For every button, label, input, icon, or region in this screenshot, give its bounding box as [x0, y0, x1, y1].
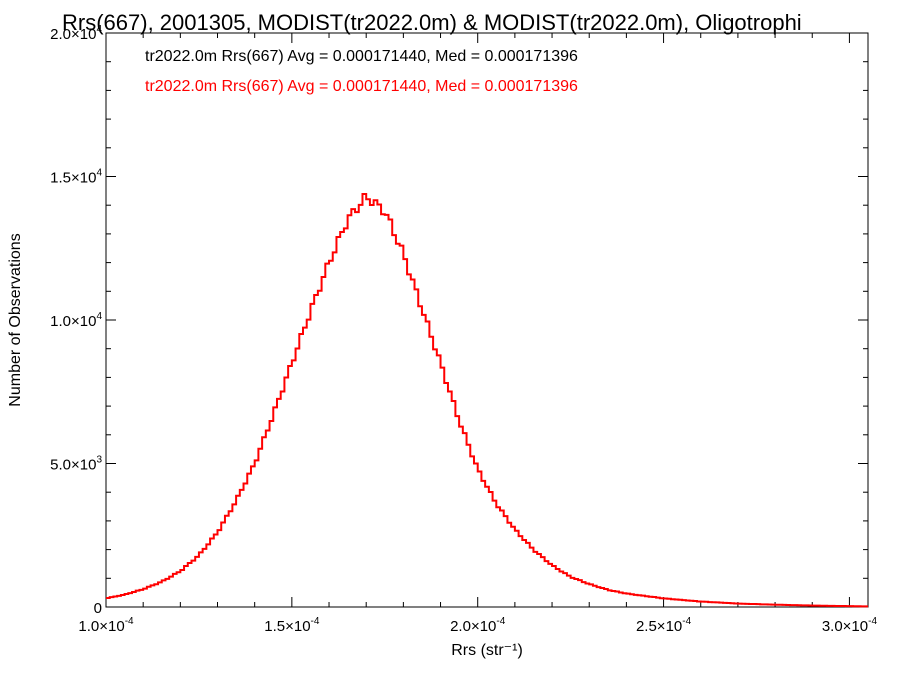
- y-tick-label: 1.0×104: [50, 311, 102, 330]
- x-axis-label: Rrs (str⁻¹): [451, 642, 523, 659]
- plot-area: 1.0×10-4 1.5×10-4 2.0×10-4 2.5×10-4 3.0×10-4…: [50, 24, 877, 635]
- x-tick-label: 1.0×10-4: [78, 616, 134, 635]
- histogram-series-line: [106, 192, 868, 608]
- x-tick-label: 3.0×10-4: [822, 616, 878, 635]
- x-tick-label: 2.5×10-4: [636, 616, 692, 635]
- y-axis-label: Number of Observations: [7, 233, 24, 406]
- chart-title: Rrs(667), 2001305, MODIST(tr2022.0m) & M…: [62, 10, 802, 35]
- y-tick-label: 1.5×104: [50, 168, 102, 187]
- y-tick-label: 2.0×104: [50, 24, 102, 43]
- x-tick-label: 1.5×10-4: [264, 616, 320, 635]
- legend-entry-1: tr2022.0m Rrs(667) Avg = 0.000171440, Me…: [145, 48, 578, 65]
- legend-entry-2: tr2022.0m Rrs(667) Avg = 0.000171440, Me…: [145, 78, 578, 95]
- plot-frame: [105, 32, 869, 608]
- y-tick-label: 5.0×103: [50, 455, 102, 474]
- x-tick-label: 2.0×10-4: [450, 616, 506, 635]
- y-tick-label: 0: [94, 600, 102, 617]
